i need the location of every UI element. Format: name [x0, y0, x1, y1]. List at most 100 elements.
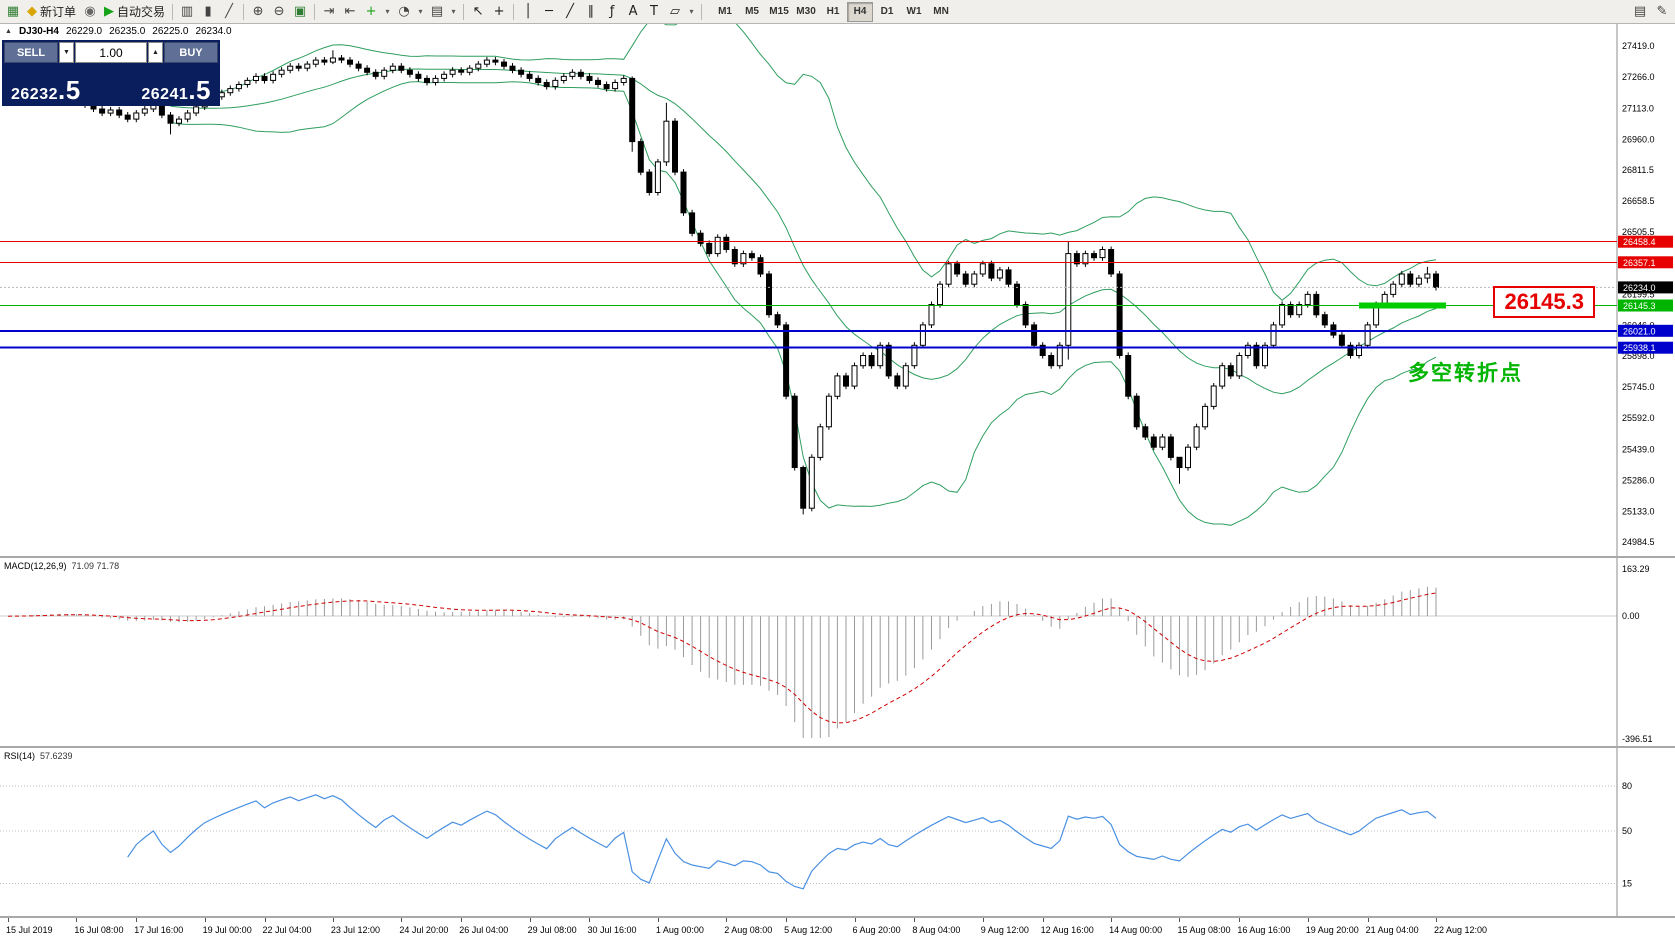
tile-windows-icon[interactable]: ▣	[290, 2, 310, 22]
horizontal-line-icon[interactable]: ─	[539, 2, 559, 22]
timeframe-m15[interactable]: M15	[766, 2, 792, 22]
candlestick-chart-icon-glyph: ▮	[204, 4, 212, 19]
time-axis-label: 16 Jul 08:00	[74, 925, 124, 935]
timeframe-m1[interactable]: M1	[712, 2, 738, 22]
macd-label: MACD(12,26,9) 71.09 71.78	[4, 561, 120, 571]
toolbar-separator	[172, 3, 174, 20]
buy-button[interactable]: BUY	[164, 42, 218, 63]
fibonacci-icon-glyph: ƒ	[609, 4, 615, 19]
svg-text:25286.0: 25286.0	[1622, 476, 1655, 486]
periods-dropdown-icon[interactable]: ▾	[415, 2, 426, 22]
sell-price[interactable]: 26232.5	[11, 75, 81, 105]
shapes-dropdown-icon[interactable]: ▾	[686, 2, 697, 22]
candlestick-chart-icon[interactable]: ▮	[198, 2, 218, 22]
sell-button[interactable]: SELL	[4, 42, 58, 63]
volume-decrease-button[interactable]: ▼	[59, 42, 74, 63]
price-chart-panel[interactable]: 27419.0 27266.0 27113.0 26960.0 26811.5 26658…	[0, 24, 1675, 556]
svg-text:26357.1: 26357.1	[1623, 258, 1656, 268]
svg-text:27419.0: 27419.0	[1622, 41, 1655, 51]
svg-text:24984.5: 24984.5	[1622, 537, 1655, 547]
volume-increase-button[interactable]: ▲	[148, 42, 163, 63]
timeframe-h1[interactable]: H1	[820, 2, 846, 22]
time-axis-label: 12 Aug 16:00	[1040, 925, 1094, 935]
price-chart-canvas[interactable]: 27419.0 27266.0 27113.0 26960.0 26811.5 26658…	[0, 24, 1675, 556]
time-axis-tick	[204, 918, 206, 922]
time-axis-tick	[136, 918, 138, 922]
auto-scroll-icon[interactable]: ⇥	[319, 2, 339, 22]
window-layout-icon-glyph: ▤	[1633, 4, 1647, 19]
volume-input[interactable]	[75, 42, 147, 63]
equidistant-channel-icon[interactable]: ∥	[581, 2, 601, 22]
price-chart[interactable]: 27419.0 27266.0 27113.0 26960.0 26811.5 26658…	[0, 24, 1675, 556]
chart-window-icon[interactable]: ▦	[3, 2, 23, 22]
bar-chart-icon[interactable]: ▥	[177, 2, 197, 22]
timeframe-mn[interactable]: MN	[928, 2, 954, 22]
collapse-panel-icon[interactable]: ▲	[5, 28, 12, 35]
rsi-canvas[interactable]: 80 50 15	[0, 748, 1675, 916]
vertical-line-icon[interactable]: │	[518, 2, 538, 22]
ohlc-high: 26235.0	[109, 26, 146, 37]
indicators-dropdown-icon[interactable]: ▾	[382, 2, 393, 22]
time-axis-tick	[1239, 918, 1241, 922]
turning-point-annotation[interactable]: 多空转折点	[1408, 362, 1523, 385]
macd-chart[interactable]: 163.29 0.00 -396.51	[0, 558, 1675, 746]
fibonacci-icon[interactable]: ƒ	[602, 2, 622, 22]
svg-text:25592.0: 25592.0	[1622, 413, 1655, 423]
crosshair-icon[interactable]: +	[489, 2, 509, 22]
rsi-background	[0, 748, 1675, 916]
templates-dropdown-icon[interactable]: ▾	[448, 2, 459, 22]
zoom-out-icon[interactable]: ⊖	[269, 2, 289, 22]
periods-icon[interactable]: ◔	[394, 2, 414, 22]
macd-canvas[interactable]: 163.29 0.00 -396.51	[0, 558, 1675, 746]
time-axis-label: 26 Jul 04:00	[459, 925, 509, 935]
time-axis-tick	[1367, 918, 1369, 922]
horizontal-line-icon-glyph: ─	[545, 4, 553, 19]
autotrading-button[interactable]: ▶ 自动交易	[101, 2, 168, 22]
buy-price[interactable]: 26241.5	[141, 75, 211, 105]
timeframe-h4[interactable]: H4	[847, 1, 874, 22]
trendline-icon[interactable]: ╱	[560, 2, 580, 22]
periods-icon-glyph: ◔	[398, 4, 410, 19]
cursor-icon[interactable]: ↖	[468, 2, 488, 22]
svg-text:50: 50	[1622, 826, 1632, 836]
ohlc-low: 26225.0	[152, 26, 189, 37]
indicators-icon[interactable]: +	[361, 2, 381, 22]
window-layout-icon[interactable]: ▤	[1630, 2, 1650, 22]
edit-icon[interactable]: ✎	[1652, 2, 1672, 22]
time-axis-tick	[1042, 918, 1044, 922]
svg-text:0.00: 0.00	[1622, 611, 1640, 621]
price-annotation-box[interactable]: 26145.3	[1493, 286, 1595, 318]
chart-shift-icon[interactable]: ⇤	[340, 2, 360, 22]
templates-icon[interactable]: ▤	[427, 2, 447, 22]
shapes-icon[interactable]: ▱	[665, 2, 685, 22]
rsi-label: RSI(14) 57.6239	[4, 751, 73, 761]
time-axis-label: 5 Aug 12:00	[784, 925, 833, 935]
text-icon[interactable]: A	[623, 2, 643, 22]
macd-panel[interactable]: 163.29 0.00 -396.51 MACD(12,26,9) 71.09 71.…	[0, 556, 1675, 746]
indicators-icon-glyph: +	[365, 4, 377, 19]
text-icon-glyph: A	[628, 4, 638, 19]
time-axis-label: 2 Aug 08:00	[724, 925, 773, 935]
rsi-chart[interactable]: 80 50 15	[0, 748, 1675, 916]
label-icon[interactable]: T	[644, 2, 664, 22]
time-axis-tick	[726, 918, 728, 922]
svg-text:80: 80	[1622, 781, 1632, 791]
timeframe-w1[interactable]: W1	[901, 2, 927, 22]
zoom-in-icon[interactable]: ⊕	[248, 2, 268, 22]
line-chart-icon[interactable]: ╱	[219, 2, 239, 22]
chart-background	[0, 24, 1675, 556]
rsi-panel[interactable]: 80 50 15 RSI(14) 57.6239	[0, 746, 1675, 916]
svg-text:25133.0: 25133.0	[1622, 507, 1655, 517]
horizontal-line-objects[interactable]	[0, 241, 1617, 349]
new-order-button[interactable]: ◆ 新订单	[24, 2, 79, 22]
timeframe-m5[interactable]: M5	[739, 2, 765, 22]
svg-text:26458.4: 26458.4	[1623, 237, 1656, 247]
timeframe-d1[interactable]: D1	[874, 2, 900, 22]
expert-advisors-icon[interactable]: ◉	[80, 2, 100, 22]
time-axis[interactable]: 15 Jul 2019 16 Jul 08:00 17 Jul 16:00 19 Ju…	[0, 916, 1675, 946]
time-axis-label: 17 Jul 16:00	[134, 925, 184, 935]
bollinger-lower	[170, 81, 1437, 526]
timeframe-m30[interactable]: M30	[793, 2, 819, 22]
new-order-glyph: ◆	[27, 4, 37, 19]
